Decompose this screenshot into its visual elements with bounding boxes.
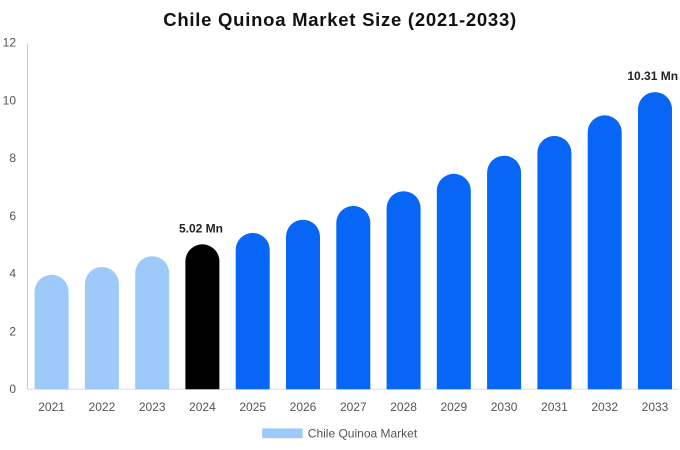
svg-text:2023: 2023 bbox=[139, 400, 166, 414]
svg-text:2026: 2026 bbox=[290, 400, 317, 414]
svg-text:Chile Quinoa Market Size (2021: Chile Quinoa Market Size (2021-2033) bbox=[163, 9, 516, 30]
svg-text:5.02 Mn: 5.02 Mn bbox=[179, 222, 223, 236]
svg-text:10: 10 bbox=[3, 93, 17, 107]
svg-text:2032: 2032 bbox=[591, 400, 618, 414]
svg-text:2: 2 bbox=[9, 324, 16, 338]
svg-text:2033: 2033 bbox=[642, 400, 669, 414]
svg-text:2021: 2021 bbox=[38, 400, 65, 414]
svg-text:2024: 2024 bbox=[189, 400, 216, 414]
svg-text:2027: 2027 bbox=[340, 400, 367, 414]
svg-text:2025: 2025 bbox=[239, 400, 266, 414]
svg-text:2029: 2029 bbox=[440, 400, 467, 414]
svg-text:2028: 2028 bbox=[390, 400, 417, 414]
svg-text:2031: 2031 bbox=[541, 400, 568, 414]
svg-text:10.31 Mn: 10.31 Mn bbox=[627, 69, 678, 83]
svg-text:6: 6 bbox=[9, 209, 16, 223]
svg-text:4: 4 bbox=[9, 267, 16, 281]
svg-text:Chile Quinoa Market: Chile Quinoa Market bbox=[308, 426, 418, 440]
svg-text:2022: 2022 bbox=[89, 400, 116, 414]
svg-text:12: 12 bbox=[3, 36, 17, 50]
svg-text:8: 8 bbox=[9, 151, 16, 165]
svg-text:0: 0 bbox=[9, 382, 16, 396]
svg-text:2030: 2030 bbox=[491, 400, 518, 414]
